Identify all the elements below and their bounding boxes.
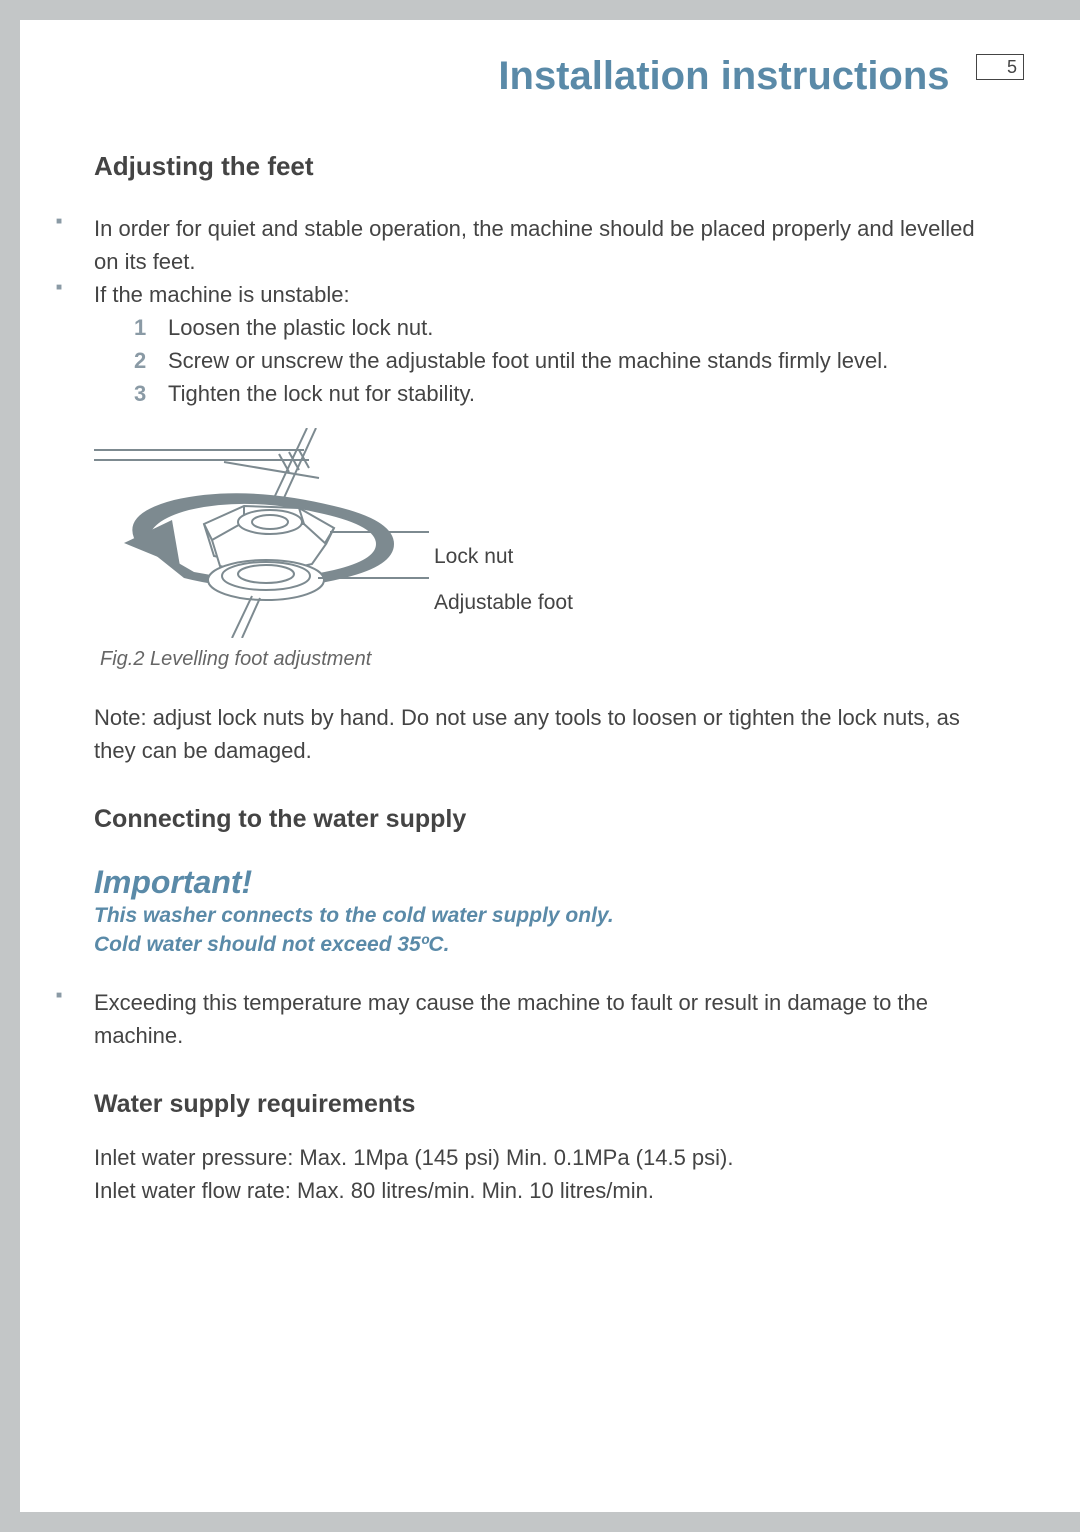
step-text: Tighten the lock nut for stability.	[168, 381, 475, 406]
bullet-item: In order for quiet and stable operation,…	[56, 212, 986, 278]
page-title: Installation instructions	[498, 54, 949, 99]
step-text: Loosen the plastic lock nut.	[168, 315, 433, 340]
important-heading: Important!	[94, 864, 986, 901]
important-line1: This washer connects to the cold water s…	[94, 901, 986, 930]
step-item: 3 Tighten the lock nut for stability.	[134, 377, 986, 410]
heading-water-req: Water supply requirements	[94, 1090, 986, 1119]
left-band	[0, 0, 20, 1532]
exceed-bullets: Exceeding this temperature may cause the…	[56, 986, 986, 1052]
page-header: Installation instructions 5	[0, 20, 1080, 111]
feet-bullets: In order for quiet and stable operation,…	[56, 212, 986, 410]
label-lock-nut: Lock nut	[434, 545, 573, 569]
step-item: 2 Screw or unscrew the adjustable foot un…	[134, 344, 986, 377]
step-text: Screw or unscrew the adjustable foot unt…	[168, 348, 888, 373]
step-num: 1	[134, 311, 146, 344]
bullet-item: If the machine is unstable: 1 Loosen the …	[56, 278, 986, 410]
page-number: 5	[976, 54, 1024, 80]
important-line2: Cold water should not exceed 35ºC.	[94, 930, 986, 959]
label-adjustable-foot: Adjustable foot	[434, 591, 573, 615]
req-line1: Inlet water pressure: Max. 1Mpa (145 psi…	[94, 1141, 986, 1174]
step-item: 1 Loosen the plastic lock nut.	[134, 311, 986, 344]
step-num: 3	[134, 377, 146, 410]
note-text: Note: adjust lock nuts by hand. Do not u…	[94, 701, 986, 767]
steps-list: 1 Loosen the plastic lock nut. 2 Screw or …	[134, 311, 986, 410]
heading-adjusting-feet: Adjusting the feet	[94, 151, 986, 182]
bottom-band	[0, 1512, 1080, 1532]
heading-water-supply: Connecting to the water supply	[94, 805, 986, 834]
bullet-text: If the machine is unstable:	[94, 282, 350, 307]
figure-levelling-foot: Lock nut Adjustable foot Fig.2 Levelling…	[94, 428, 986, 671]
foot-diagram	[94, 428, 434, 638]
figure-caption: Fig.2 Levelling foot adjustment	[100, 648, 986, 671]
top-band	[0, 0, 1080, 20]
bullet-item: Exceeding this temperature may cause the…	[56, 986, 986, 1052]
step-num: 2	[134, 344, 146, 377]
req-line2: Inlet water flow rate: Max. 80 litres/mi…	[94, 1174, 986, 1207]
content: Adjusting the feet In order for quiet an…	[0, 151, 1080, 1207]
